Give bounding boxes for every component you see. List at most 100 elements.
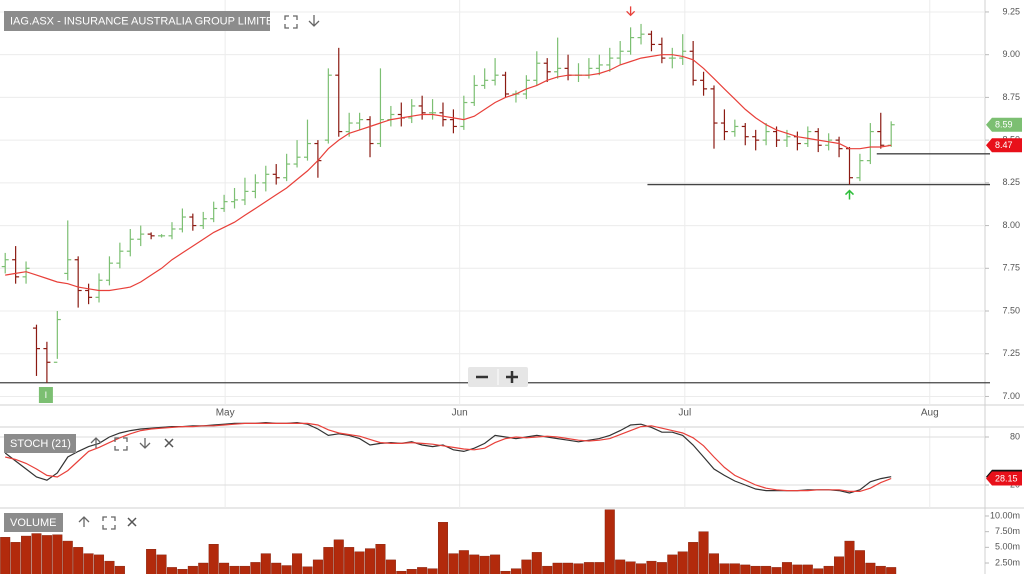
volume-bar — [375, 544, 386, 574]
volume-bar — [458, 550, 469, 574]
volume-bar — [510, 568, 521, 574]
x-tick-label: Jun — [452, 408, 468, 419]
volume-bar — [740, 564, 751, 574]
volume-bar — [479, 555, 490, 574]
x-tick-label: Aug — [921, 408, 939, 419]
volume-title: VOLUME — [10, 517, 56, 529]
y-tick-label: 80 — [1010, 431, 1020, 441]
y-tick-label: 8.00 — [1002, 220, 1020, 230]
close-icon[interactable] — [164, 438, 174, 448]
download-icon[interactable] — [308, 15, 320, 27]
volume-bar — [94, 554, 105, 574]
stoch-value-tag: 28.15 — [995, 473, 1018, 483]
y-tick-label: 5.00m — [995, 542, 1020, 552]
volume-bar — [187, 565, 198, 574]
event-label: I — [45, 390, 48, 400]
volume-bar — [104, 560, 115, 574]
volume-bar — [83, 553, 94, 574]
volume-bar — [396, 570, 407, 574]
y-tick-label: 8.75 — [1002, 92, 1020, 102]
y-tick-label: 9.25 — [1002, 6, 1020, 16]
y-tick-label: 10.00m — [990, 510, 1020, 520]
volume-bar — [615, 559, 626, 574]
volume-bar — [0, 537, 11, 574]
volume-bar — [573, 563, 584, 574]
volume-bar — [177, 569, 188, 574]
volume-bar — [886, 567, 897, 574]
volume-bar — [10, 542, 21, 574]
volume-bar — [469, 554, 480, 574]
volume-bar — [792, 564, 803, 574]
volume-bar — [771, 567, 782, 574]
volume-bar — [250, 562, 261, 574]
volume-bar — [156, 554, 167, 574]
stoch-title: STOCH (21) — [10, 438, 71, 450]
volume-bar — [281, 565, 292, 574]
y-tick-label: 8.25 — [1002, 177, 1020, 187]
volume-bar — [854, 550, 865, 574]
volume-bar — [114, 565, 125, 574]
fullscreen-icon[interactable] — [114, 437, 128, 451]
volume-bar — [865, 562, 876, 574]
volume-title-box — [4, 513, 63, 532]
volume-bar — [41, 535, 52, 574]
volume-bar — [21, 535, 32, 574]
volume-bar — [646, 560, 657, 574]
stoch-line — [4, 421, 892, 494]
stoch-title-box — [4, 434, 76, 453]
ma-value-tag: 8.47 — [995, 140, 1013, 150]
y-tick-label: 7.25 — [1002, 348, 1020, 358]
volume-bar — [302, 566, 313, 574]
zoom-in-button[interactable] — [506, 371, 518, 383]
last-price-tag: 8.59 — [995, 120, 1013, 130]
move-up-icon[interactable] — [78, 516, 90, 527]
volume-bar — [260, 553, 271, 574]
fullscreen-icon[interactable] — [102, 516, 116, 530]
close-icon[interactable] — [127, 517, 137, 527]
volume-bar — [521, 559, 532, 574]
volume-bar — [239, 565, 250, 574]
volume-bar — [73, 547, 84, 574]
volume-bar — [385, 559, 396, 574]
chart-title: IAG.ASX - INSURANCE AUSTRALIA GROUP LIMI… — [10, 15, 281, 27]
volume-bar — [448, 553, 459, 574]
volume-bar — [604, 509, 615, 574]
volume-bar — [354, 551, 365, 574]
volume-bar — [229, 565, 240, 574]
y-tick-label: 9.00 — [1002, 49, 1020, 59]
ma-value-tag-box — [986, 138, 1022, 153]
title-box — [4, 11, 270, 31]
volume-bar — [490, 554, 501, 574]
volume-bar — [198, 562, 209, 574]
volume-bar — [417, 567, 428, 574]
volume-bar — [594, 562, 605, 574]
volume-bar — [656, 562, 667, 574]
volume-bar — [750, 565, 761, 574]
volume-bar — [834, 556, 845, 574]
volume-bar — [688, 542, 699, 574]
move-down-icon[interactable] — [139, 438, 151, 449]
volume-bar — [823, 565, 834, 574]
volume-bar — [344, 547, 355, 574]
fullscreen-icon[interactable] — [284, 15, 298, 29]
volume-bar — [781, 562, 792, 574]
volume-bar — [62, 540, 73, 574]
moving-average-line — [5, 54, 892, 292]
x-tick-label: Jul — [678, 408, 691, 419]
volume-bar — [219, 562, 230, 574]
stoch-value-tag-box — [986, 471, 1022, 486]
move-up-icon[interactable] — [90, 437, 102, 448]
volume-bar — [31, 533, 42, 574]
volume-bar — [667, 554, 678, 574]
volume-bar — [813, 568, 824, 574]
volume-bar — [875, 565, 886, 574]
volume-bar — [844, 540, 855, 574]
volume-bar — [271, 562, 282, 574]
volume-bar — [166, 567, 177, 574]
sell-signal — [626, 6, 636, 17]
volume-bar — [333, 539, 344, 574]
overlay: IAG.ASX - INSURANCE AUSTRALIA GROUP LIMI… — [4, 11, 528, 532]
volume-bar — [146, 549, 157, 574]
volume-bar — [323, 547, 334, 574]
volume-bar — [719, 563, 730, 574]
